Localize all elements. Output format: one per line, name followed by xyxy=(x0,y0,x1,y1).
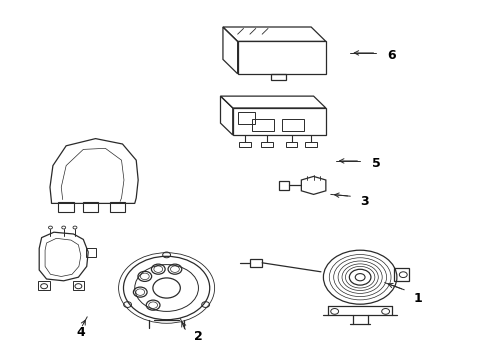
Text: 6: 6 xyxy=(387,49,396,62)
Text: 3: 3 xyxy=(360,195,369,208)
Text: 1: 1 xyxy=(414,292,423,305)
Text: 2: 2 xyxy=(194,330,202,343)
Text: 5: 5 xyxy=(372,157,381,170)
Text: 4: 4 xyxy=(76,327,85,339)
